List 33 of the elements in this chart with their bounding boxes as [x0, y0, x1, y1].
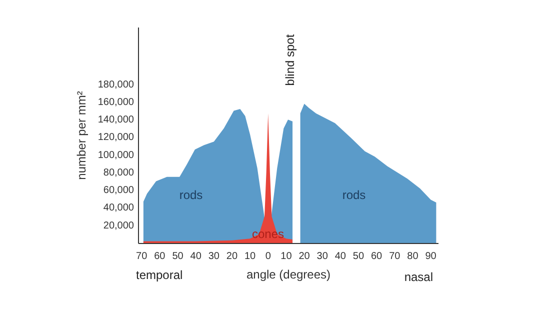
y-tick-label: 80,000 [103, 167, 134, 178]
y-tick-label: 60,000 [103, 185, 134, 196]
series-label: rods [179, 188, 203, 202]
x-tick-label: 80 [407, 251, 419, 262]
x-tick-label: 20 [298, 251, 310, 262]
x-tick-label: 50 [352, 251, 364, 262]
x-tick-label: 20 [226, 251, 238, 262]
y-tick-label: 160,000 [98, 96, 134, 108]
y-tick-label: 140,000 [98, 114, 134, 126]
y-tick-label: 40,000 [103, 202, 134, 214]
x-tick-label: 50 [172, 251, 184, 262]
x-tick-label: 90 [425, 251, 437, 262]
x-tick-label: 60 [154, 251, 166, 262]
x-tick-label: 30 [208, 251, 220, 262]
x-tick-label: 70 [136, 251, 148, 262]
x-tick-label: 0 [265, 251, 272, 262]
text: temporal [136, 268, 183, 282]
x-tick-label: 10 [244, 251, 256, 262]
annotation: blind spot [283, 34, 297, 86]
text: rods [342, 188, 366, 202]
y-tick-label: 20,000 [103, 220, 134, 232]
x-tick-label: 10 [280, 251, 292, 262]
x-tick-label: 40 [334, 251, 346, 262]
x-axis-title: angle (degrees) [246, 268, 331, 282]
text: nasal [404, 270, 433, 284]
y-tick-label: 100,000 [98, 150, 134, 161]
x-tick-label: 70 [389, 251, 401, 262]
y-axis-title: number per mm² [74, 91, 88, 180]
x-tick-label: 30 [316, 251, 328, 262]
x-tick-label: 60 [370, 251, 383, 262]
y-tick-label: 120,000 [98, 132, 134, 144]
x-tick-label: 40 [190, 251, 202, 262]
y-tick-label: 180,000 [98, 79, 134, 90]
